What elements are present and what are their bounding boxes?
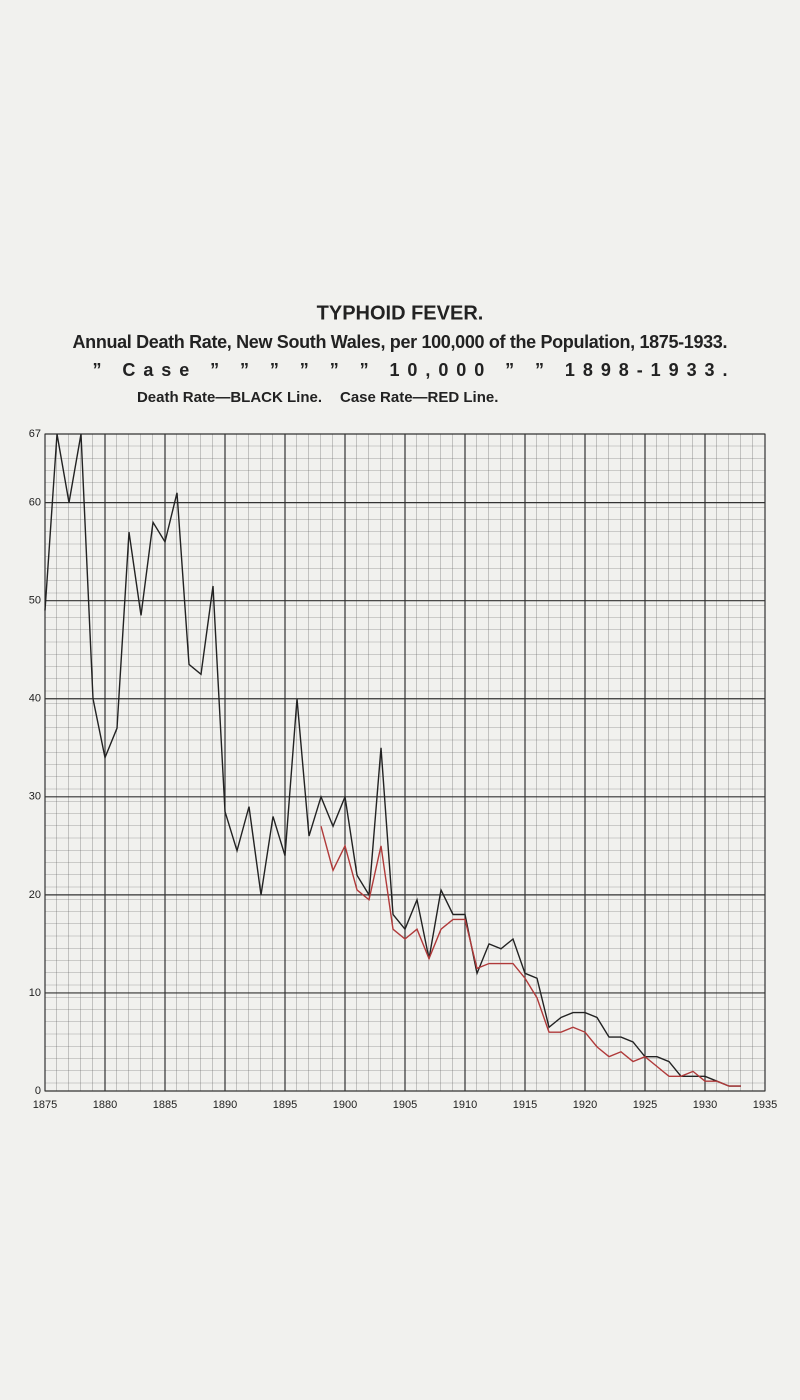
y-tick-label: 67 <box>29 428 41 440</box>
data-line <box>44 433 741 1087</box>
subtitle: Annual Death Rate, New South Wales, per … <box>73 332 728 352</box>
data-line <box>320 826 741 1087</box>
y-tick-label: 40 <box>29 693 41 705</box>
y-tick-label: 20 <box>29 889 41 901</box>
y-tick-label: 50 <box>29 595 41 607</box>
y-tick-label: 60 <box>29 497 41 509</box>
legend-label: Death Rate—BLACK Line. <box>137 389 322 406</box>
x-tick-label: 1930 <box>693 1099 717 1111</box>
x-tick-label: 1920 <box>573 1099 597 1111</box>
x-tick-label: 1880 <box>93 1099 117 1111</box>
x-tick-label: 1935 <box>753 1099 777 1111</box>
x-tick-label: 1925 <box>633 1099 657 1111</box>
x-tick-label: 1905 <box>393 1099 417 1111</box>
x-tick-label: 1900 <box>333 1099 357 1111</box>
subtitle: ” Case ” ” ” ” ” ” 10,000 ” ” 1898-1933. <box>92 360 727 380</box>
y-tick-label: 30 <box>29 791 41 803</box>
x-tick-label: 1885 <box>153 1099 177 1111</box>
legend-label: Case Rate—RED Line. <box>340 389 498 406</box>
x-tick-label: 1915 <box>513 1099 537 1111</box>
y-tick-label: 10 <box>29 987 41 999</box>
x-tick-label: 1890 <box>213 1099 237 1111</box>
x-tick-label: 1895 <box>273 1099 297 1111</box>
x-tick-label: 1875 <box>33 1099 57 1111</box>
x-tick-label: 1910 <box>453 1099 477 1111</box>
chart-title: TYPHOID FEVER. <box>317 302 484 324</box>
y-tick-label: 0 <box>35 1085 41 1097</box>
